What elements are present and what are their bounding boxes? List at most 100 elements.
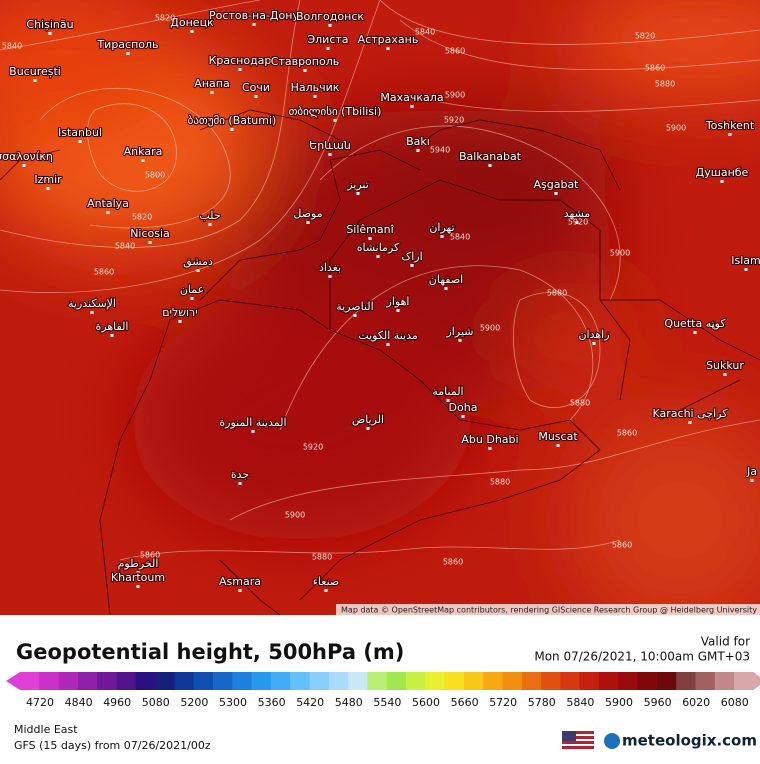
city-label: Волгодонск [296, 10, 364, 23]
contour-label: 5820 [635, 32, 655, 41]
colorbar-tick-label: 4720 [26, 696, 54, 709]
city-label: Islam [731, 254, 760, 267]
city-dot [254, 95, 258, 98]
city-dot [196, 269, 200, 272]
colorbar-segment [367, 672, 388, 690]
city-label: تبریز [346, 178, 369, 191]
city-dot [750, 479, 754, 482]
city-label: حلب [199, 209, 220, 222]
city-label: موصل [293, 207, 322, 220]
colorbar-tick-label: 5360 [258, 696, 286, 709]
brand[interactable]: meteologix.com [622, 732, 757, 750]
city-dot [353, 314, 357, 317]
city-label: Chișinău [26, 18, 73, 31]
city-label: بغداد [319, 261, 341, 274]
city-dot [458, 339, 462, 342]
city-label: اهواز [386, 295, 410, 308]
contour-label: 5840 [450, 233, 470, 242]
city-dot [554, 192, 558, 195]
colorbar-segment [328, 672, 349, 690]
city-label: الناصرية [336, 300, 373, 313]
valid-time: Mon 07/26/2021, 10:00am GMT+03 [534, 650, 750, 664]
contour-label: 5900 [445, 91, 465, 100]
city-dot [366, 427, 370, 430]
colorbar-segment [444, 672, 465, 690]
colorbar-tick-label: 6020 [682, 696, 710, 709]
colorbar-segment [656, 672, 677, 690]
city-label: صنعاء [313, 575, 340, 588]
city-dot [238, 68, 242, 71]
colorbar-end [6, 672, 20, 690]
city-label: თბილისი (Tbilisi) [289, 105, 382, 118]
colorbar-segment [483, 672, 503, 690]
colorbar-segment [155, 672, 175, 690]
contour-label: 5880 [570, 399, 590, 408]
city-dot [106, 211, 110, 214]
colorbar-segment [116, 672, 137, 690]
city-label: Нальчик [291, 81, 340, 94]
colorbar: 4720 4840 4960 5080 5200 5300 5360 5420 5480 5540… [6, 672, 760, 709]
city-dot [744, 268, 748, 271]
colorbar-segment [232, 672, 252, 690]
contour-label: 5860 [445, 47, 465, 56]
city-label: Nicosia [130, 227, 170, 240]
colorbar-tick-label: 5420 [296, 696, 324, 709]
city-label: شیراز [446, 325, 474, 338]
city-dot [326, 47, 330, 50]
contour-label: 5880 [547, 289, 567, 298]
contour-label: 5840 [2, 42, 22, 51]
colorbar-segment [502, 672, 523, 690]
contour-labels: 5840 5820 5840 5860 5820 5860 5880 5900 5920 5940… [2, 14, 686, 567]
region: Middle East [14, 723, 78, 736]
city-dot [90, 311, 94, 314]
city-label: المدينة المنورة [219, 416, 286, 429]
city-dot [22, 164, 26, 167]
contour-label: 5860 [443, 558, 463, 567]
city-dot [720, 180, 724, 183]
contour-label: 5860 [612, 541, 632, 550]
city-label: σσαλονίκη [0, 150, 53, 163]
city-dot [251, 430, 255, 433]
contour-label: 5880 [490, 478, 510, 487]
city-dot [328, 24, 332, 27]
city-dot [446, 399, 450, 402]
city-label: Երևան [309, 139, 351, 152]
city-label: جدة [231, 468, 249, 481]
city-label: Донецк [170, 16, 214, 29]
city-label: Asmara [219, 575, 261, 588]
city-dot [556, 444, 560, 447]
city-dot [386, 343, 390, 346]
city-dot [368, 237, 372, 240]
contour-label: 5820 [155, 14, 175, 23]
city-dot [190, 30, 194, 33]
contour-label: 5920 [303, 443, 323, 452]
colorbar-segment [676, 672, 696, 690]
colorbar-segment [541, 672, 561, 690]
colorbar-segment [77, 672, 98, 690]
city-label: اصفهان [429, 273, 463, 286]
city-dot [575, 221, 579, 224]
city-label: Анапа [194, 77, 229, 90]
colorbar-tick-label: 6080 [721, 696, 749, 709]
city-label: الرياض [352, 413, 384, 426]
city-dot [126, 52, 130, 55]
colorbar-segment [521, 672, 542, 690]
city-dot [592, 342, 596, 345]
city-dot [33, 79, 37, 82]
colorbar-tick-label: 4960 [103, 696, 131, 709]
city-dot [238, 589, 242, 592]
city-dot [693, 331, 697, 334]
colorbar-tick-label: 5720 [489, 696, 517, 709]
city-dot [238, 482, 242, 485]
colorbar-tick-label: 5080 [142, 696, 170, 709]
city-dot [416, 149, 420, 152]
city-label: Sukkur [706, 359, 744, 372]
city-dot [46, 187, 50, 190]
colorbar-tick-label: 5200 [180, 696, 208, 709]
city-label: الإسكندرية [68, 297, 116, 310]
city-dot [78, 140, 82, 143]
city-dot [723, 373, 727, 376]
city-label: Ставрополь [271, 55, 339, 68]
city-dot [356, 192, 360, 195]
city-label: Махачкала [380, 91, 443, 104]
